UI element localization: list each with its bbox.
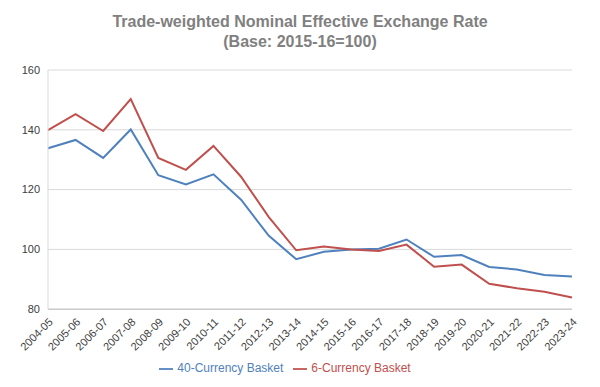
svg-text:2005-06: 2005-06: [45, 315, 83, 353]
svg-text:2007-08: 2007-08: [100, 315, 138, 353]
svg-text:2015-16: 2015-16: [321, 315, 359, 353]
svg-text:100: 100: [22, 243, 40, 255]
svg-text:2011-12: 2011-12: [211, 315, 248, 353]
svg-text:2012-13: 2012-13: [238, 315, 276, 353]
svg-text:2008-09: 2008-09: [128, 315, 166, 353]
svg-text:80: 80: [28, 303, 40, 315]
svg-text:140: 140: [22, 124, 40, 136]
svg-text:2020-21: 2020-21: [459, 315, 497, 353]
html-text:(Base: 2015-16=100): (Base: 2015-16=100): [223, 33, 377, 50]
svg-text:2010-11: 2010-11: [184, 315, 221, 353]
svg-text:2019-20: 2019-20: [431, 315, 469, 353]
svg-text:2016-17: 2016-17: [348, 315, 386, 353]
svg-text:2021-22: 2021-22: [486, 315, 524, 353]
svg-text:2006-07: 2006-07: [73, 315, 111, 353]
svg-text:2009-10: 2009-10: [155, 315, 193, 353]
html-text:40-Currency Basket: 40-Currency Basket: [177, 361, 284, 376]
svg-text:2017-18: 2017-18: [376, 315, 414, 353]
svg-text:2023-24: 2023-24: [542, 316, 579, 353]
svg-text:120: 120: [22, 183, 40, 195]
html-text:Trade-weighted Nominal Effecti: Trade-weighted Nominal Effective Exchang…: [112, 13, 488, 30]
svg-text:160: 160: [22, 64, 40, 76]
html-text:6-Currency Basket: 6-Currency Basket: [311, 361, 411, 376]
svg-text:2013-14: 2013-14: [266, 315, 304, 353]
svg-text:2004-05: 2004-05: [17, 315, 55, 353]
svg-text:2018-19: 2018-19: [404, 315, 441, 353]
svg-text:2022-23: 2022-23: [514, 315, 552, 353]
svg-text:2014-15: 2014-15: [293, 315, 331, 353]
